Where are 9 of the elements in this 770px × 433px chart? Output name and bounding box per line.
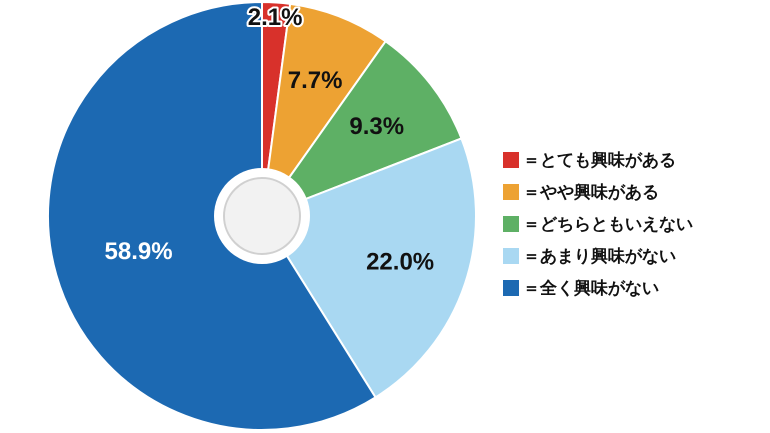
legend-label: ＝あまり興味がない — [523, 246, 676, 266]
data-label: 58.9% — [104, 238, 173, 265]
data-label: 22.0% — [366, 248, 434, 276]
legend-label: ＝やや興味がある — [523, 182, 659, 202]
data-label: 9.3% — [349, 112, 404, 140]
legend-label: ＝全く興味がない — [523, 278, 659, 298]
data-label: 7.7% — [288, 67, 342, 94]
legend-label: ＝とても興味がある — [523, 150, 676, 170]
legend-label: ＝どちらともいえない — [523, 214, 693, 234]
